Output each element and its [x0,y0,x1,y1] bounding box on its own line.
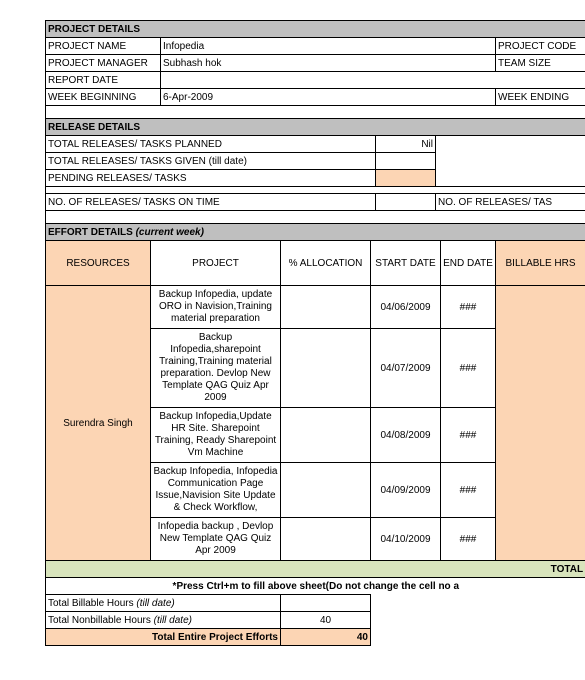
releases-planned-label: TOTAL RELEASES/ TASKS PLANNED [46,136,376,153]
billable-hrs-cell[interactable] [496,286,585,561]
report-date-value[interactable] [161,72,585,89]
footer-table: *Press Ctrl+m to fill above sheet(Do not… [45,578,585,646]
start-date-cell[interactable]: 04/09/2009 [371,463,441,518]
col-end-date: END DATE [441,241,496,286]
start-date-cell[interactable]: 04/07/2009 [371,329,441,408]
spreadsheet: PROJECT DETAILS PROJECT NAME Infopedia P… [0,0,585,680]
total-billable-value[interactable] [281,595,371,612]
project-code-label: PROJECT CODE [496,38,585,55]
empty-cell [436,136,585,153]
allocation-cell[interactable] [281,408,371,463]
releases-planned-value[interactable]: Nil [376,136,436,153]
end-date-cell[interactable]: ### [441,463,496,518]
allocation-cell[interactable] [281,286,371,329]
resource-name: Surendra Singh [46,286,151,561]
project-cell[interactable]: Backup Infopedia,sharepoint Training,Tra… [151,329,281,408]
releases-ontime-right: NO. OF RELEASES/ TAS [436,194,585,211]
end-date-cell[interactable]: ### [441,408,496,463]
pending-releases-value[interactable] [376,170,436,187]
pending-releases-label: PENDING RELEASES/ TASKS [46,170,376,187]
total-nonbillable-value[interactable]: 40 [281,612,371,629]
releases-given-value[interactable] [376,153,436,170]
releases-ontime-label: NO. OF RELEASES/ TASKS ON TIME [46,194,376,211]
total-billable-label: Total Billable Hours (till date) [46,595,281,612]
empty-cell [436,153,585,170]
project-name-value[interactable]: Infopedia [161,38,496,55]
end-date-cell[interactable]: ### [441,286,496,329]
start-date-cell[interactable]: 04/10/2009 [371,518,441,561]
col-project: PROJECT [151,241,281,286]
project-name-label: PROJECT NAME [46,38,161,55]
project-cell[interactable]: Backup Infopedia,Update HR Site. Sharepo… [151,408,281,463]
project-manager-value[interactable]: Subhash hok [161,55,496,72]
week-beginning-value[interactable]: 6-Apr-2009 [161,89,496,106]
col-resources: RESOURCES [46,241,151,286]
allocation-cell[interactable] [281,329,371,408]
col-start-date: START DATE [371,241,441,286]
spacer [46,106,585,119]
report-date-label: REPORT DATE [46,72,161,89]
total-nonbillable-label: Total Nonbillable Hours (till date) [46,612,281,629]
note-text: *Press Ctrl+m to fill above sheet(Do not… [46,578,585,595]
project-details-header: PROJECT DETAILS [46,21,585,38]
spacer [46,187,585,194]
project-cell[interactable]: Infopedia backup , Devlop New Template Q… [151,518,281,561]
col-allocation: % ALLOCATION [281,241,371,286]
release-details-header: RELEASE DETAILS [46,119,585,136]
allocation-cell[interactable] [281,463,371,518]
empty-cell [371,595,585,612]
total-row-left [46,561,441,578]
end-date-cell[interactable]: ### [441,518,496,561]
week-ending-label: WEEK ENDING [496,89,585,106]
effort-details-header: EFFORT DETAILS (current week) [46,224,585,241]
releases-given-label: TOTAL RELEASES/ TASKS GIVEN (till date) [46,153,376,170]
project-cell[interactable]: Backup Infopedia, update ORO in Navision… [151,286,281,329]
project-manager-label: PROJECT MANAGER [46,55,161,72]
total-efforts-label: Total Entire Project Efforts [46,629,281,646]
spacer [46,211,585,224]
effort-details-table: EFFORT DETAILS (current week) RESOURCES … [45,223,585,578]
allocation-cell[interactable] [281,518,371,561]
empty-cell [371,629,585,646]
team-size-label: TEAM SIZE [496,55,585,72]
total-label: TOTAL [441,561,585,578]
releases-ontime-value[interactable] [376,194,436,211]
project-details-table: PROJECT DETAILS PROJECT NAME Infopedia P… [45,20,585,118]
start-date-cell[interactable]: 04/08/2009 [371,408,441,463]
end-date-cell[interactable]: ### [441,329,496,408]
week-beginning-label: WEEK BEGINNING [46,89,161,106]
start-date-cell[interactable]: 04/06/2009 [371,286,441,329]
release-details-table: RELEASE DETAILS TOTAL RELEASES/ TASKS PL… [45,118,585,223]
total-efforts-value: 40 [281,629,371,646]
empty-cell [371,612,585,629]
col-billable-hrs: BILLABLE HRS [496,241,585,286]
project-cell[interactable]: Backup Infopedia, Infopedia Communicatio… [151,463,281,518]
empty-cell [436,170,585,187]
